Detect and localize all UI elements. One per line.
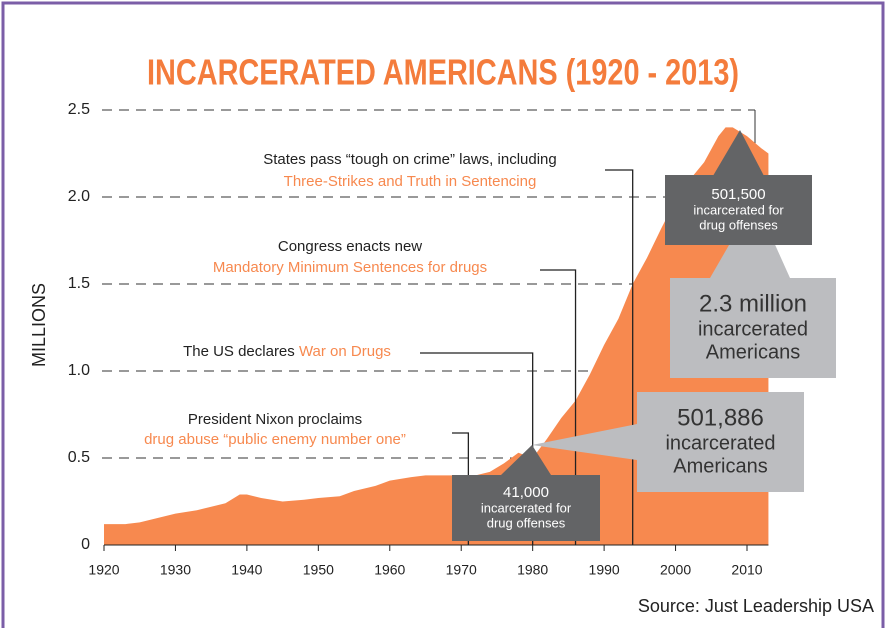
leader-line bbox=[605, 169, 634, 545]
y-tick-label: 0 bbox=[81, 536, 90, 553]
callout-pointer bbox=[713, 130, 764, 175]
annotation-text: States pass “tough on crime” laws, inclu… bbox=[263, 151, 556, 168]
callout-text: 41,000 bbox=[503, 484, 549, 501]
annotation-segment: War on Drugs bbox=[299, 343, 391, 360]
x-tick-label: 1970 bbox=[446, 562, 477, 578]
callout-text: incarcerated bbox=[665, 433, 775, 455]
callout-text: drug offenses bbox=[699, 218, 778, 233]
chart-title: INCARCERATED AMERICANS (1920 - 2013) bbox=[147, 52, 739, 93]
callout-text: Americans bbox=[706, 342, 800, 364]
callout-text: 501,886 bbox=[677, 404, 764, 431]
y-tick-label: 1.0 bbox=[68, 362, 90, 379]
annotation-text: President Nixon proclaims bbox=[188, 411, 362, 428]
y-tick-label: 0.5 bbox=[68, 449, 90, 466]
y-axis-label: MILLIONS bbox=[29, 283, 49, 367]
callout-text: Americans bbox=[673, 456, 767, 478]
leader-line bbox=[540, 269, 577, 545]
annotation-segment: President Nixon proclaims bbox=[188, 411, 362, 428]
annotation-segment: Mandatory Minimum Sentences for drugs bbox=[213, 259, 487, 276]
callout-pointer bbox=[501, 445, 551, 475]
annotation-text: Congress enacts new bbox=[278, 238, 422, 255]
x-tick-label: 1960 bbox=[374, 562, 405, 578]
x-tick-label: 1990 bbox=[589, 562, 620, 578]
annotation-segment: Congress enacts new bbox=[278, 238, 422, 255]
annotation-text: drug abuse “public enemy number one” bbox=[144, 431, 406, 448]
annotation-segment: The US declares bbox=[183, 343, 299, 360]
callout-box bbox=[452, 475, 600, 541]
x-tick-label: 1920 bbox=[88, 562, 119, 578]
annotation-text: The US declares War on Drugs bbox=[183, 343, 391, 360]
callout-text: incarcerated for bbox=[693, 203, 784, 218]
callout-box bbox=[665, 175, 812, 245]
callout-box bbox=[670, 278, 836, 378]
annotation-text: Mandatory Minimum Sentences for drugs bbox=[213, 259, 487, 276]
x-tick-label: 1950 bbox=[303, 562, 334, 578]
annotation-segment: drug abuse “public enemy number one” bbox=[144, 431, 406, 448]
x-tick-label: 1940 bbox=[231, 562, 262, 578]
annotation-text: Three-Strikes and Truth in Sentencing bbox=[284, 173, 537, 190]
callout-text: drug offenses bbox=[487, 516, 566, 531]
annotation-segment: States pass “tough on crime” laws, inclu… bbox=[263, 151, 556, 168]
y-tick-label: 1.5 bbox=[68, 275, 90, 292]
x-tick-label: 1930 bbox=[160, 562, 191, 578]
callout-text: 2.3 million bbox=[699, 290, 807, 317]
callout-pointer bbox=[532, 424, 637, 460]
x-tick-label: 1980 bbox=[517, 562, 548, 578]
y-tick-label: 2.0 bbox=[68, 188, 90, 205]
x-tick-label: 2000 bbox=[660, 562, 691, 578]
x-tick-label: 2010 bbox=[731, 562, 762, 578]
callout-box bbox=[637, 392, 804, 492]
callout-text: incarcerated for bbox=[481, 501, 572, 516]
annotation-segment: Three-Strikes and Truth in Sentencing bbox=[284, 173, 537, 190]
y-tick-label: 2.5 bbox=[68, 101, 90, 118]
callout-text: incarcerated bbox=[698, 319, 808, 341]
callout-text: 501,500 bbox=[711, 186, 765, 203]
source: Source: Just Leadership USA bbox=[638, 596, 874, 616]
